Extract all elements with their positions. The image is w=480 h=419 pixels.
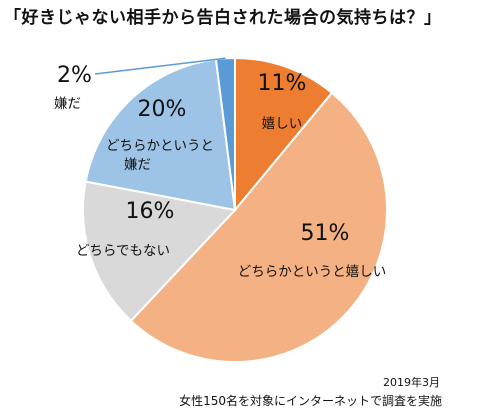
slice-percent-label: 16% (126, 199, 175, 224)
slice-category-label: 嬉しい (262, 116, 303, 132)
slice-category-label: どちらかというと嬉しい (238, 264, 387, 280)
slice-category-label: どちらでもない (76, 243, 170, 259)
leader-line (94, 57, 226, 75)
slice-category-label: 嫌だ (54, 96, 81, 112)
slice-percent-label: 11% (258, 71, 307, 96)
pie-slice (82, 180, 237, 323)
pie-slice (84, 58, 237, 212)
survey-note: 女性150名を対象にインターネットで調査を実施 (179, 394, 442, 408)
survey-date: 2019年3月 (383, 376, 440, 389)
slice-category-label: 嫌だ (124, 157, 151, 173)
pie-slice (129, 91, 388, 363)
pie-slice (234, 56, 334, 213)
chart-title: 「好きじゃない相手から告白された場合の気持ちは？」 (4, 8, 442, 28)
slice-percent-label: 20% (138, 97, 187, 122)
slice-percent-label: 2% (57, 63, 92, 88)
slice-category-label: どちらかというと (106, 138, 214, 154)
slice-percent-label: 51% (301, 221, 350, 246)
